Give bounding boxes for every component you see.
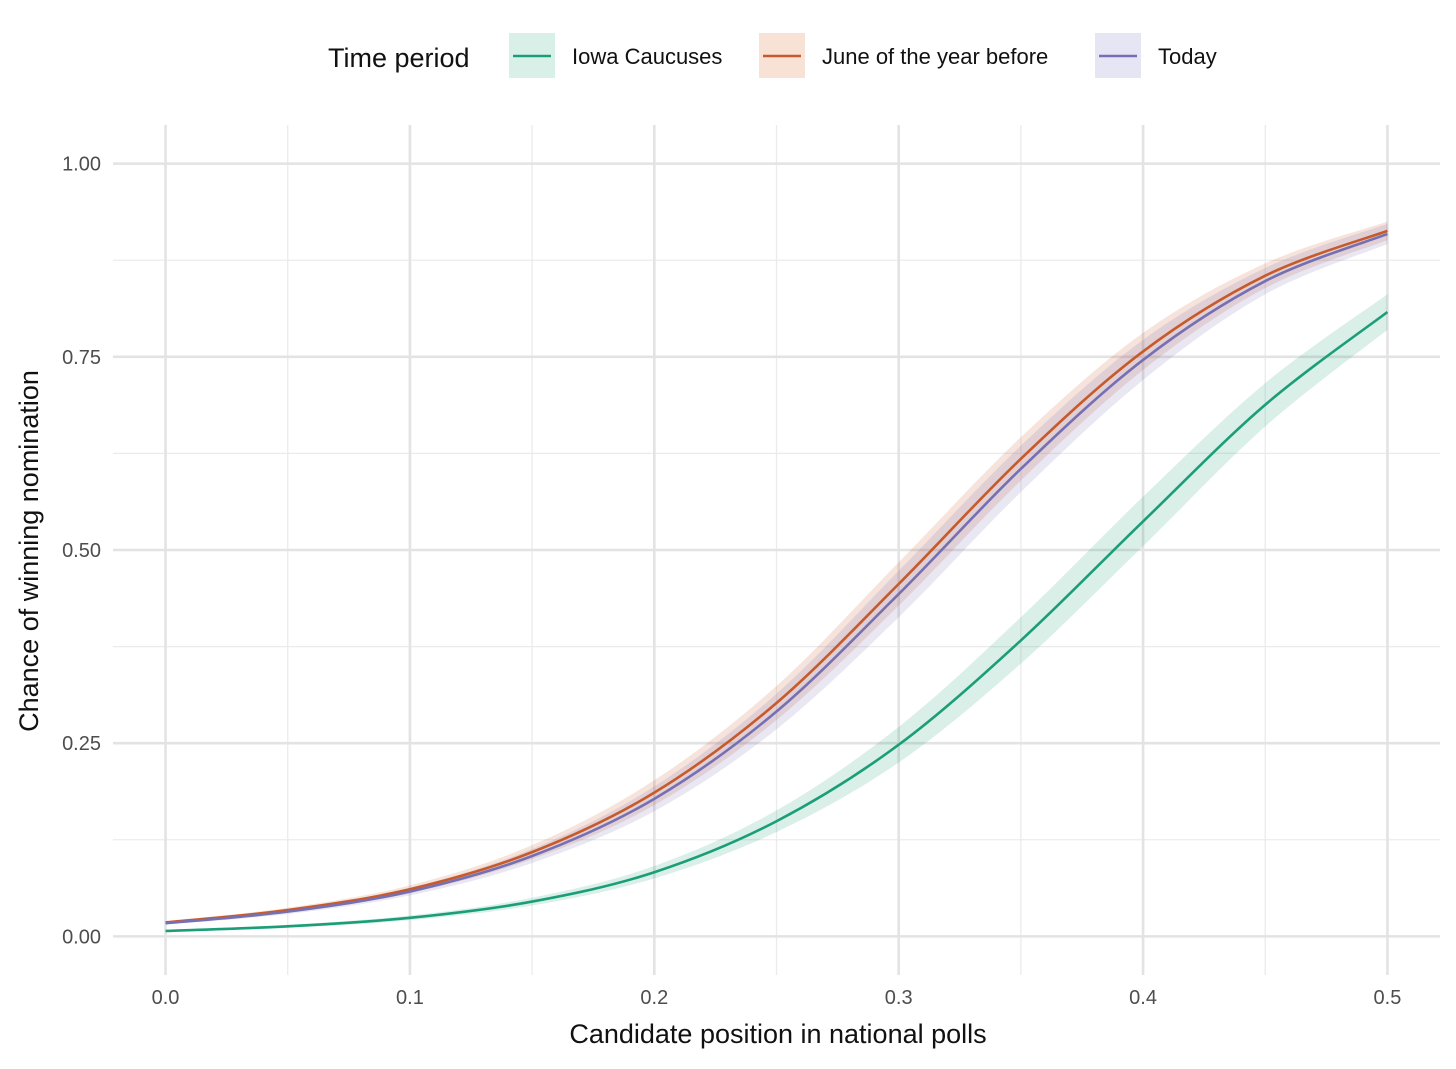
legend-title: Time period — [328, 43, 470, 73]
legend-label-june-of-the-year-before: June of the year before — [822, 44, 1048, 69]
legend: Time period Iowa Caucuses June of the ye… — [328, 33, 1217, 78]
line-today — [165, 232, 1388, 925]
band-today — [165, 223, 1388, 925]
y-tick-label: 0.50 — [62, 540, 101, 562]
legend-label-today: Today — [1158, 44, 1217, 69]
band-june-of-the-year-before — [165, 221, 1388, 925]
legend-label-iowa-caucuses: Iowa Caucuses — [572, 44, 722, 69]
y-axis-title: Chance of winning nomination — [14, 370, 44, 732]
x-tick-label: 0.4 — [1129, 987, 1157, 1009]
x-axis-title: Candidate position in national polls — [569, 1019, 986, 1049]
y-tick-label: 0.25 — [62, 733, 101, 755]
x-tick-label: 0.3 — [885, 987, 913, 1009]
tick-labels: 0.0 0.1 0.2 0.3 0.4 0.5 0.00 0.25 0.50 0.75 1.00 — [62, 154, 1401, 1009]
confidence-bands — [165, 221, 1388, 932]
x-tick-label: 0.2 — [640, 987, 668, 1009]
line-iowa-caucuses — [165, 310, 1389, 933]
x-tick-label: 0.5 — [1374, 987, 1402, 1009]
x-tick-label: 0.1 — [396, 987, 424, 1009]
series-lines — [165, 229, 1389, 933]
y-tick-label: 0.00 — [62, 926, 101, 948]
grid — [113, 125, 1440, 975]
y-tick-label: 1.00 — [62, 154, 101, 176]
line-june-of-the-year-before — [165, 229, 1388, 924]
x-tick-label: 0.0 — [152, 987, 180, 1009]
y-tick-label: 0.75 — [62, 347, 101, 369]
